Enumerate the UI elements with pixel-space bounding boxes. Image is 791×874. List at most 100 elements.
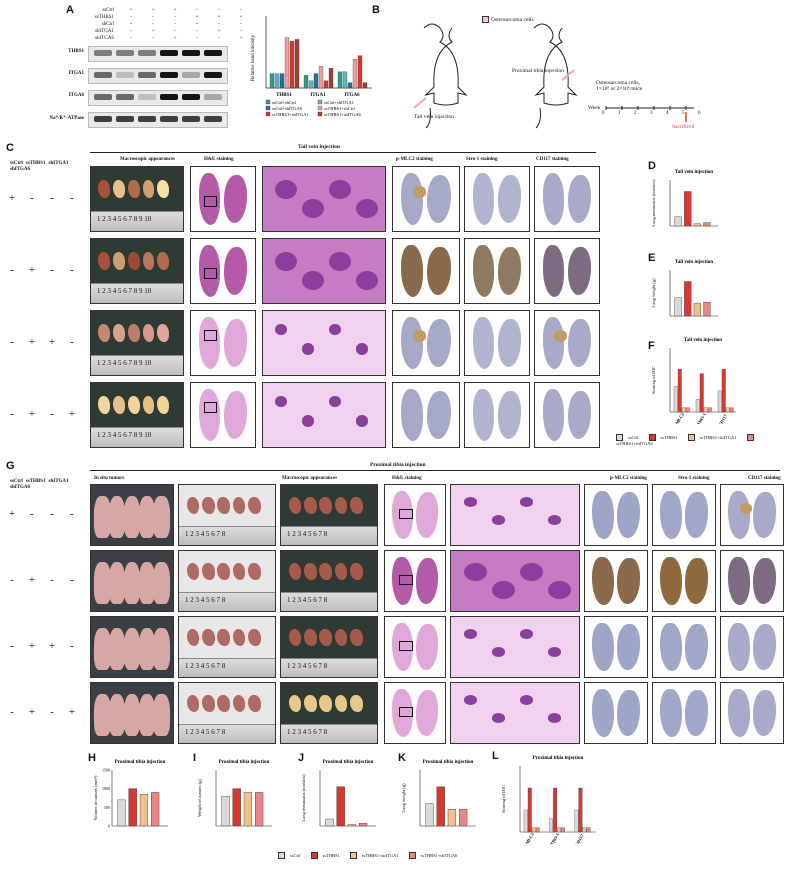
- tissue-lobe: [617, 690, 640, 736]
- lung-specimen: [350, 629, 363, 646]
- column-header: Macroscopic appearances: [282, 476, 338, 481]
- condition-sign: +: [173, 36, 177, 41]
- tissue-lobe: [472, 317, 495, 369]
- lung-macroscopic-image: 1 2 3 4 5 6 7 8: [280, 616, 378, 678]
- stain-focus: [554, 330, 567, 342]
- lung-specimen: [304, 497, 317, 514]
- metastasis-nodule: [548, 581, 572, 599]
- metastasis-nodule: [302, 271, 324, 291]
- chart-i: Proximal tibia injection Weight of tumors…: [197, 760, 272, 827]
- cd117-staining: [720, 550, 784, 612]
- column-header: p-MLC2 staining: [610, 476, 647, 481]
- lung-specimen: [248, 629, 261, 646]
- zoom-box: [203, 330, 218, 342]
- ruler: 1 2 3 4 5 6 7 8 9 10: [91, 354, 183, 375]
- condition-sign: +: [151, 29, 155, 34]
- condition-sign: -: [152, 22, 154, 27]
- stain-focus: [739, 503, 752, 514]
- condition-sign: +: [151, 8, 155, 13]
- metastasis-nodule: [302, 343, 315, 355]
- legend-label: ssCtrl+shITGA6: [272, 106, 303, 111]
- tissue-lobe: [660, 689, 682, 737]
- tissue-lobe: [753, 558, 776, 604]
- row-sign: -: [30, 508, 34, 520]
- bar: [699, 373, 704, 413]
- bar: [703, 222, 711, 227]
- metastasis-nodule: [328, 395, 342, 408]
- bar: [707, 407, 712, 413]
- stain-focus: [412, 330, 426, 342]
- bar: [139, 794, 149, 827]
- blot-band: [94, 116, 112, 122]
- tissue-lobe: [498, 174, 522, 224]
- lung-specimen: [186, 695, 200, 712]
- chart-title: Tail vein injection: [684, 338, 722, 343]
- mouse-body: [109, 495, 126, 538]
- tissue-lobe: [592, 491, 614, 539]
- tissue-lobe: [685, 624, 708, 670]
- legend-item: ssTHBS1+shITGA6: [616, 434, 759, 446]
- condition-sign: -: [240, 29, 242, 34]
- bar: [117, 799, 126, 827]
- condition-sign: +: [129, 8, 133, 13]
- metastasis-nodule: [520, 497, 533, 507]
- tissue-lobe: [400, 389, 424, 441]
- lung-specimen: [248, 497, 261, 514]
- metastasis-nodule: [491, 581, 515, 599]
- tissue-lobe: [472, 245, 495, 297]
- tissue-lobe: [224, 174, 248, 224]
- week-tick-label: 4: [666, 111, 669, 116]
- condition-label: shCtrl: [101, 22, 114, 27]
- row-label: shITGA6: [10, 167, 31, 172]
- p-mlc2-staining: [584, 682, 648, 744]
- bar: [232, 788, 241, 827]
- bar: [359, 822, 368, 827]
- mouse-body: [153, 627, 170, 670]
- panel-label-l: L: [492, 750, 499, 762]
- bar: [128, 788, 137, 827]
- stro-1-staining: [652, 550, 716, 612]
- ruler: 1 2 3 4 5 6 7 8: [281, 526, 377, 545]
- lung-specimen: [319, 497, 332, 514]
- blot-band: [204, 94, 222, 100]
- tissue-lobe: [685, 558, 708, 604]
- bar: [574, 809, 579, 833]
- lung-specimen: [186, 563, 200, 580]
- mouse-body: [109, 627, 126, 670]
- he-staining-low: [190, 382, 256, 448]
- lung-specimen: [334, 497, 348, 514]
- blot-band: [160, 94, 178, 100]
- category-label: ITGA6: [344, 93, 360, 98]
- bar: [255, 792, 264, 827]
- legend-swatch: [648, 434, 656, 441]
- row-sign: -: [70, 264, 74, 276]
- tissue-lobe: [392, 623, 413, 671]
- he-staining-low: [384, 484, 446, 546]
- chart-a: Relative band intensity THBS1 ITGA1 ITGA6 ss…: [248, 8, 378, 132]
- tissue-lobe: [392, 557, 413, 605]
- macroscopic-image: 1 2 3 4 5 6 7 8 9 10: [90, 382, 184, 448]
- blot-band: [138, 50, 156, 56]
- stro-1-staining: [652, 484, 716, 546]
- column-header: Stro-1 staining: [678, 476, 710, 481]
- row-sign: -: [50, 264, 54, 276]
- week-label: Week: [588, 105, 601, 111]
- tissue-lobe: [198, 389, 221, 441]
- legend-label: ssTHBS1: [660, 434, 678, 440]
- bar: [681, 407, 686, 413]
- metastasis-nodule: [275, 251, 298, 271]
- tissue-lobe: [198, 245, 221, 297]
- tumor-macroscopic-image: 1 2 3 4 5 6 7 8: [178, 682, 276, 744]
- chart-k: Proximal tibia injection Lung weight (g): [401, 760, 476, 827]
- ruler: 1 2 3 4 5 6 7 8: [179, 526, 275, 545]
- tissue-lobe: [542, 389, 565, 441]
- bar: [342, 71, 348, 89]
- bar: [347, 824, 357, 827]
- row-label: ssCtrl: [10, 161, 23, 166]
- panel-c-title: Tail vein injection: [298, 144, 340, 150]
- lung-specimen: [304, 563, 317, 580]
- condition-sign: +: [195, 22, 199, 27]
- macroscopic-image: 1 2 3 4 5 6 7 8 9 10: [90, 310, 184, 376]
- in-situ-tumor-image: [90, 550, 174, 612]
- legend-label: ssCtrl: [290, 852, 301, 858]
